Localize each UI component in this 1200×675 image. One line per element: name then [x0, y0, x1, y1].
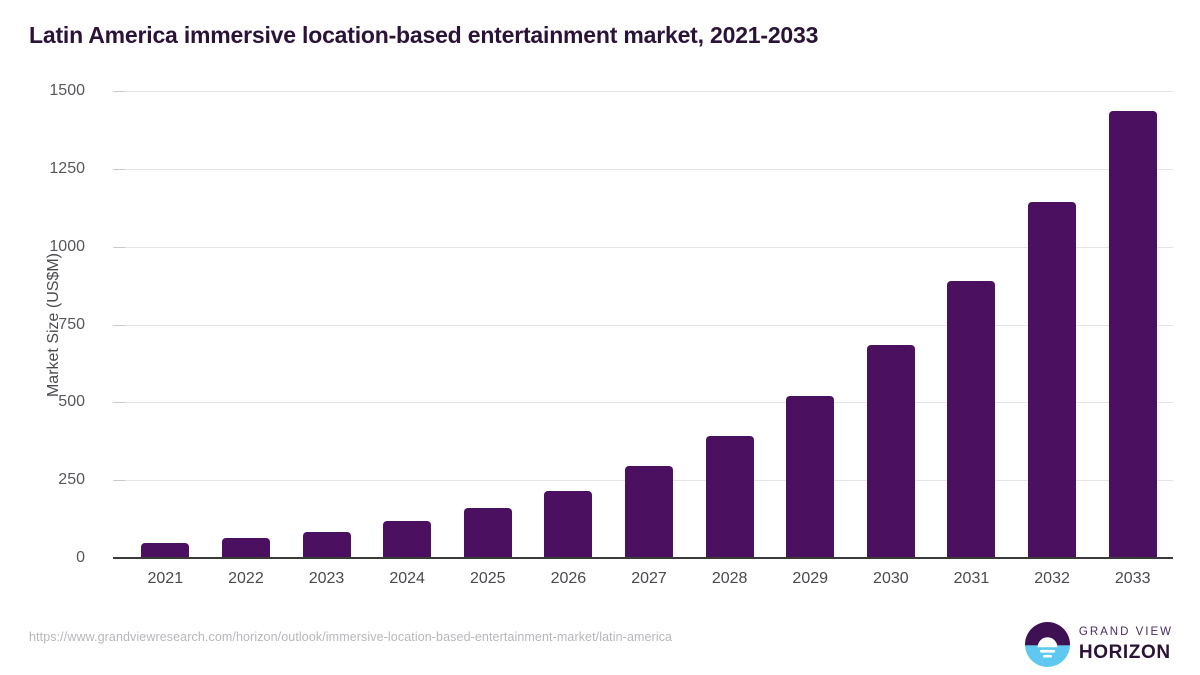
logo-grand-view-text: GRAND VIEW — [1078, 626, 1173, 639]
bar-2022[interactable] — [221, 538, 270, 558]
x-tick-label-2026: 2026 — [550, 570, 587, 587]
bar-2026[interactable] — [544, 490, 593, 558]
bar-2030[interactable] — [866, 344, 915, 558]
bar-2024[interactable] — [383, 520, 432, 558]
bar-2023[interactable] — [302, 531, 351, 558]
gridline — [125, 402, 1173, 404]
x-tick-label-2025: 2025 — [469, 570, 506, 587]
y-tick-mark — [113, 91, 125, 92]
gridline — [125, 91, 1173, 92]
y-tick-mark — [113, 324, 125, 326]
x-tick-label-2029: 2029 — [792, 570, 829, 587]
x-tick-label-2031: 2031 — [953, 570, 990, 587]
gridline — [125, 324, 1173, 326]
y-tick-mark — [113, 168, 125, 170]
y-tick-mark — [113, 402, 125, 404]
bar-2021[interactable] — [141, 543, 190, 558]
brand-logo[interactable]: GRAND VIEW HORIZON — [1024, 622, 1173, 667]
x-tick-label-2033: 2033 — [1114, 570, 1151, 587]
y-tick-label: 250 — [58, 471, 85, 489]
gridline — [125, 246, 1173, 248]
bar-2033[interactable] — [1108, 110, 1157, 558]
x-tick-label-2027: 2027 — [631, 570, 667, 587]
x-tick-label-2028: 2028 — [711, 570, 748, 587]
page-title: Latin America immersive location-based e… — [29, 22, 819, 48]
y-tick-mark — [113, 480, 125, 482]
x-tick-label-2032: 2032 — [1034, 570, 1070, 587]
x-tick-label-2021: 2021 — [147, 570, 184, 587]
y-tick-label: 1500 — [49, 82, 85, 99]
source-url[interactable]: https://www.grandviewresearch.com/horizo… — [29, 630, 673, 644]
x-tick-label-2030: 2030 — [873, 570, 909, 587]
plot-area: 0 250 500 750 1000 1250 1500 — [49, 82, 1173, 566]
bar-2029[interactable] — [786, 396, 835, 558]
y-tick-label: 500 — [58, 393, 85, 411]
bar-2025[interactable] — [463, 508, 512, 558]
bar-2027[interactable] — [625, 466, 673, 558]
y-tick-label: 0 — [76, 549, 85, 566]
bar-2028[interactable] — [705, 436, 754, 558]
gridline — [125, 168, 1173, 170]
bar-2031[interactable] — [947, 280, 996, 558]
y-tick-mark — [113, 246, 125, 248]
horizon-logo-icon — [1024, 622, 1070, 667]
x-tick-label-2023: 2023 — [308, 570, 345, 587]
x-axis-line — [113, 557, 1173, 559]
y-tick-label: 1250 — [49, 159, 85, 177]
x-tick-label-2022: 2022 — [228, 570, 264, 587]
x-tick-label-2024: 2024 — [389, 570, 425, 587]
y-tick-label: 1000 — [49, 237, 85, 255]
logo-horizon-text: HORIZON — [1078, 641, 1171, 663]
y-tick-label: 750 — [58, 315, 85, 333]
bar-2032[interactable] — [1028, 201, 1077, 558]
logo-text: GRAND VIEW HORIZON — [1079, 627, 1173, 662]
